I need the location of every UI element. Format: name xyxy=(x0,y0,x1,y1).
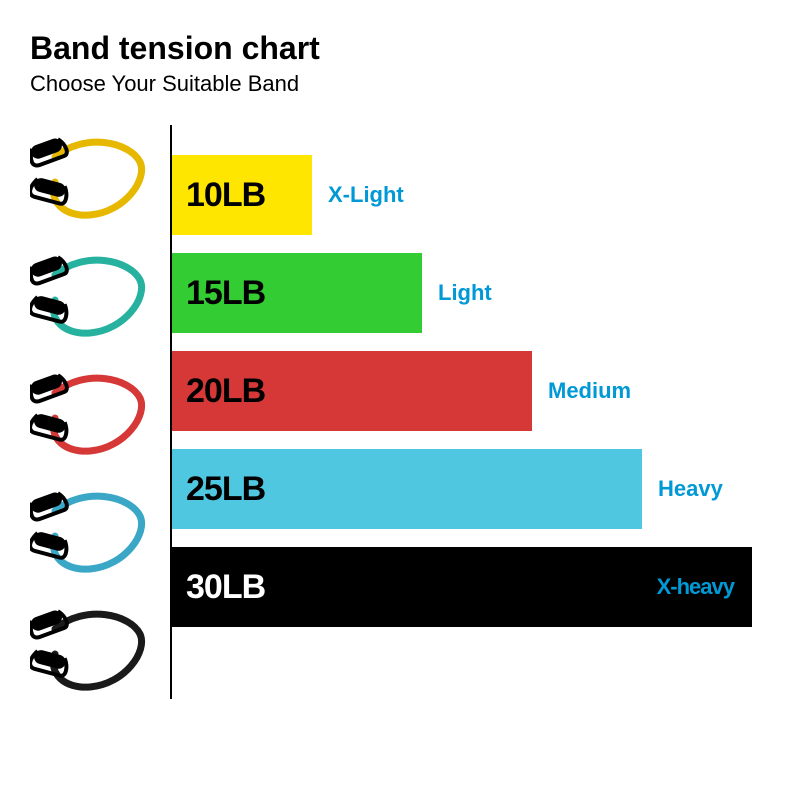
band-icon xyxy=(30,363,150,463)
tension-bar: 30LB X-heavy xyxy=(172,547,752,627)
weight-value: 10LB xyxy=(186,176,265,215)
band-icon xyxy=(30,245,150,345)
chart-row: 15LB Light xyxy=(172,253,780,333)
level-label: Heavy xyxy=(658,476,723,502)
chart-row: 30LB X-heavy xyxy=(172,547,780,627)
level-label: Medium xyxy=(548,378,631,404)
level-label: X-Light xyxy=(328,182,404,208)
chart-row: 20LB Medium xyxy=(172,351,780,431)
weight-value: 25LB xyxy=(186,470,265,509)
chart-row: 10LB X-Light xyxy=(172,155,780,235)
band-icon xyxy=(30,481,150,581)
tension-bar: 20LB xyxy=(172,351,532,431)
weight-value: 30LB xyxy=(186,568,265,607)
tension-bar: 15LB xyxy=(172,253,422,333)
bars-column: 10LB X-Light 15LB Light 20LB Medium 25LB Heavy 3… xyxy=(170,125,780,699)
tension-bar: 25LB xyxy=(172,449,642,529)
level-label: X-heavy xyxy=(657,574,734,600)
tension-bar: 10LB xyxy=(172,155,312,235)
weight-value: 20LB xyxy=(186,372,265,411)
level-label: Light xyxy=(438,280,492,306)
icons-column xyxy=(30,125,170,699)
chart-title: Band tension chart xyxy=(30,30,780,67)
band-icon xyxy=(30,127,150,227)
chart-row: 25LB Heavy xyxy=(172,449,780,529)
band-icon xyxy=(30,599,150,699)
chart-subtitle: Choose Your Suitable Band xyxy=(30,71,780,97)
band-chart: 10LB X-Light 15LB Light 20LB Medium 25LB Heavy 3… xyxy=(30,125,780,699)
weight-value: 15LB xyxy=(186,274,265,313)
